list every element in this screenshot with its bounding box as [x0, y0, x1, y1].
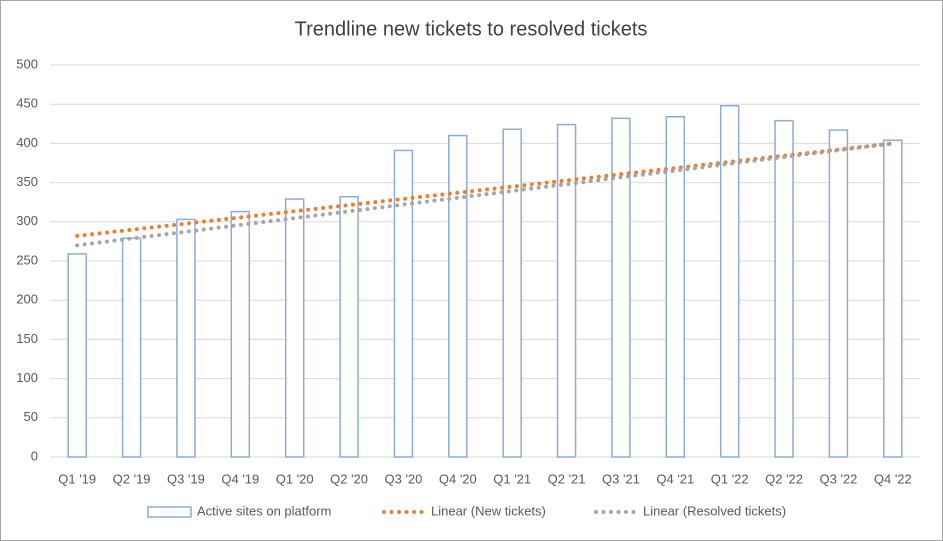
chart-title: Trendline new tickets to resolved ticket… [295, 18, 648, 40]
x-tick-label: Q2 '21 [548, 471, 586, 486]
bar [611, 117, 631, 458]
y-tick-label: 0 [31, 448, 38, 463]
bar [448, 134, 468, 458]
x-tick-label: Q4 '20 [439, 471, 477, 486]
y-tick-label: 250 [16, 252, 38, 267]
trendline [75, 141, 895, 238]
bar [339, 195, 359, 458]
bar [774, 119, 794, 458]
y-tick-label: 150 [16, 331, 38, 346]
bar [502, 128, 522, 458]
legend-label: Linear (New tickets) [431, 503, 546, 518]
y-tick-label: 200 [16, 292, 38, 307]
bar [828, 129, 849, 458]
bar [556, 123, 577, 458]
legend-label: Active sites on platform [197, 503, 331, 518]
trendline [75, 141, 895, 248]
x-tick-label: Q1 '20 [276, 471, 314, 486]
x-tick-label: Q2 '19 [113, 471, 151, 486]
y-tick-label: 450 [16, 96, 38, 111]
bar [883, 139, 903, 458]
x-tick-label: Q2 '20 [330, 471, 368, 486]
y-tick-label: 100 [16, 370, 38, 385]
legend-label: Linear (Resolved tickets) [643, 503, 786, 518]
y-tick-label: 400 [16, 135, 38, 150]
bar [67, 253, 87, 458]
bar [284, 198, 305, 458]
x-tick-label: Q4 '21 [656, 471, 694, 486]
bar [393, 149, 414, 458]
y-tick-label: 500 [16, 56, 38, 71]
legend-swatch [147, 506, 192, 518]
bar [665, 115, 686, 458]
bar [719, 105, 740, 458]
x-tick-label: Q3 '20 [384, 471, 422, 486]
bar [121, 237, 142, 458]
y-tick-label: 300 [16, 213, 38, 228]
x-tick-label: Q2 '22 [765, 471, 803, 486]
x-tick-label: Q1 '21 [493, 471, 531, 486]
x-tick-label: Q3 '21 [602, 471, 640, 486]
bar [176, 218, 196, 458]
x-tick-label: Q3 '22 [819, 471, 857, 486]
y-tick-label: 50 [24, 409, 38, 424]
x-tick-label: Q3 '19 [167, 471, 205, 486]
bar [230, 210, 251, 458]
x-tick-label: Q4 '19 [221, 471, 259, 486]
x-tick-label: Q1 '22 [711, 471, 749, 486]
x-tick-label: Q4 '22 [874, 471, 912, 486]
x-tick-label: Q1 '19 [58, 471, 96, 486]
y-tick-label: 350 [16, 174, 38, 189]
